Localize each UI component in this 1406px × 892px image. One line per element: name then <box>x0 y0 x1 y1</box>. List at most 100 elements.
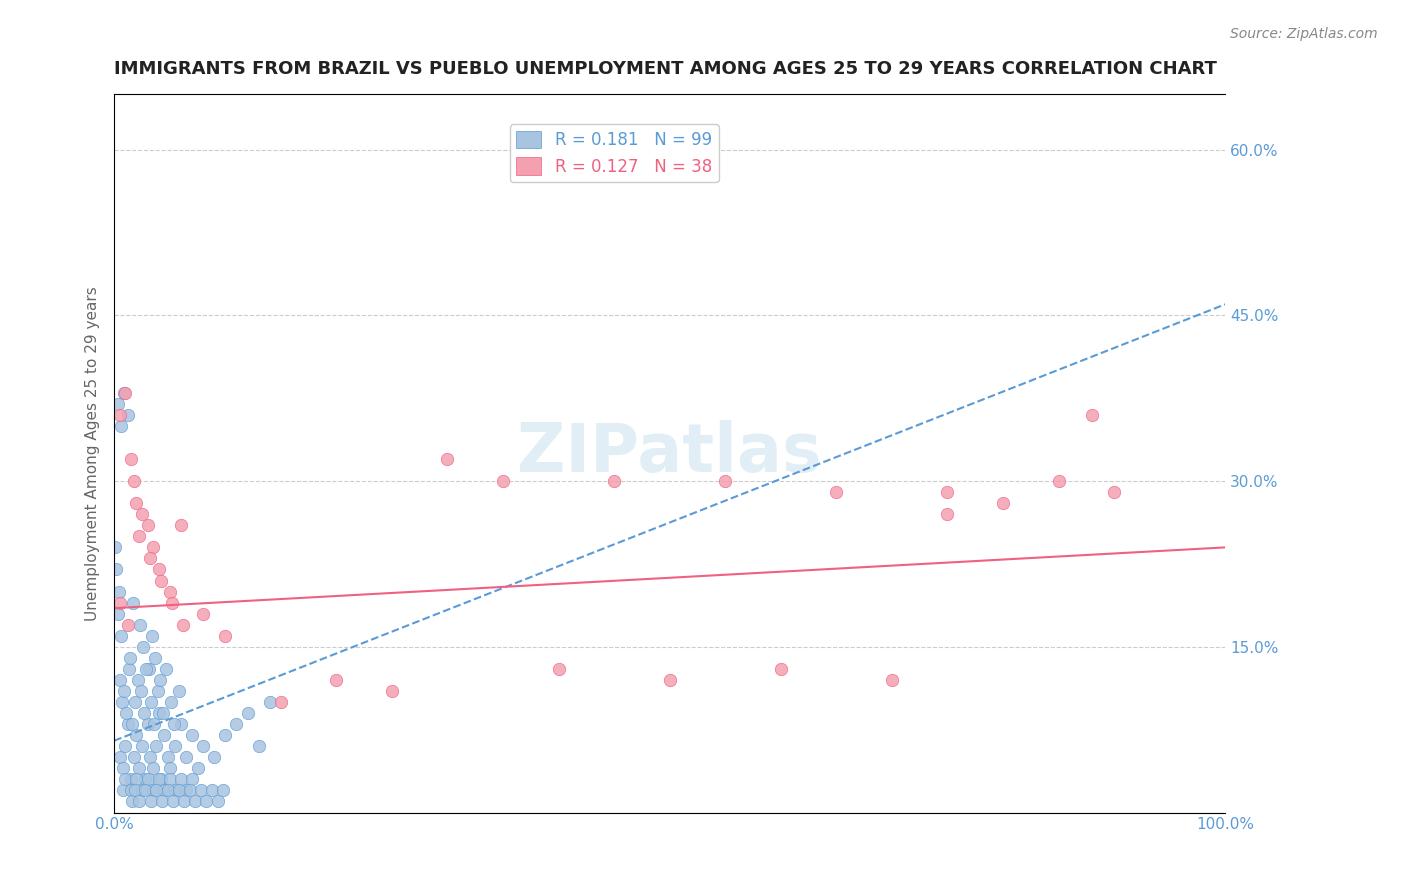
Point <box>124 783 146 797</box>
Point <box>191 739 214 754</box>
Point <box>136 717 159 731</box>
Point <box>181 728 204 742</box>
Point <box>132 640 155 654</box>
Point <box>104 541 127 555</box>
Point <box>225 717 247 731</box>
Point <box>107 397 129 411</box>
Point <box>492 474 515 488</box>
Point <box>190 783 212 797</box>
Point <box>117 617 139 632</box>
Point <box>105 562 128 576</box>
Point <box>167 684 190 698</box>
Point <box>139 551 162 566</box>
Text: IMMIGRANTS FROM BRAZIL VS PUEBLO UNEMPLOYMENT AMONG AGES 25 TO 29 YEARS CORRELAT: IMMIGRANTS FROM BRAZIL VS PUEBLO UNEMPLO… <box>114 60 1218 78</box>
Point <box>825 485 848 500</box>
Point <box>880 673 903 687</box>
Point <box>201 783 224 797</box>
Point <box>111 695 134 709</box>
Point <box>131 508 153 522</box>
Point <box>165 783 187 797</box>
Point <box>127 673 149 687</box>
Point <box>143 717 166 731</box>
Point <box>108 673 131 687</box>
Point <box>150 795 173 809</box>
Point <box>121 717 143 731</box>
Y-axis label: Unemployment Among Ages 25 to 29 years: Unemployment Among Ages 25 to 29 years <box>86 286 100 621</box>
Point <box>128 617 150 632</box>
Point <box>142 783 165 797</box>
Point <box>115 706 138 720</box>
Point <box>247 739 270 754</box>
Point <box>128 795 150 809</box>
Point <box>120 772 142 787</box>
Point <box>436 452 458 467</box>
Point <box>163 717 186 731</box>
Point <box>131 783 153 797</box>
Point <box>125 496 148 510</box>
Point <box>143 651 166 665</box>
Text: ZIPatlas: ZIPatlas <box>517 420 823 486</box>
Point <box>153 728 176 742</box>
Point <box>991 496 1014 510</box>
Point <box>714 474 737 488</box>
Point <box>129 684 152 698</box>
Point <box>181 772 204 787</box>
Point <box>142 761 165 775</box>
Point <box>131 739 153 754</box>
Point <box>202 750 225 764</box>
Point <box>112 761 135 775</box>
Point <box>156 750 179 764</box>
Point <box>122 474 145 488</box>
Point <box>172 617 194 632</box>
Point <box>173 795 195 809</box>
Point <box>141 629 163 643</box>
Point <box>145 783 167 797</box>
Point <box>176 750 198 764</box>
Point <box>120 783 142 797</box>
Point <box>162 795 184 809</box>
Point <box>207 795 229 809</box>
Point <box>120 452 142 467</box>
Point <box>146 684 169 698</box>
Point <box>117 717 139 731</box>
Point <box>122 750 145 764</box>
Point <box>135 662 157 676</box>
Point <box>159 584 181 599</box>
Point <box>165 739 187 754</box>
Point <box>114 385 136 400</box>
Point <box>270 695 292 709</box>
Point <box>112 783 135 797</box>
Point <box>107 607 129 621</box>
Point <box>110 629 132 643</box>
Point <box>214 728 236 742</box>
Point <box>117 408 139 422</box>
Point <box>112 684 135 698</box>
Point <box>108 408 131 422</box>
Point <box>122 596 145 610</box>
Point <box>148 772 170 787</box>
Point <box>658 673 681 687</box>
Point <box>153 783 176 797</box>
Point <box>124 695 146 709</box>
Point <box>145 739 167 754</box>
Point <box>170 717 193 731</box>
Point <box>167 783 190 797</box>
Point <box>125 772 148 787</box>
Point <box>142 541 165 555</box>
Point <box>134 706 156 720</box>
Point <box>191 607 214 621</box>
Point <box>160 695 183 709</box>
Point <box>936 485 959 500</box>
Point <box>139 695 162 709</box>
Point <box>128 529 150 543</box>
Point <box>1081 408 1104 422</box>
Point <box>159 761 181 775</box>
Point <box>148 706 170 720</box>
Point <box>1047 474 1070 488</box>
Point <box>148 562 170 576</box>
Point <box>155 662 177 676</box>
Text: Source: ZipAtlas.com: Source: ZipAtlas.com <box>1230 27 1378 41</box>
Point <box>128 761 150 775</box>
Point <box>603 474 626 488</box>
Point <box>547 662 569 676</box>
